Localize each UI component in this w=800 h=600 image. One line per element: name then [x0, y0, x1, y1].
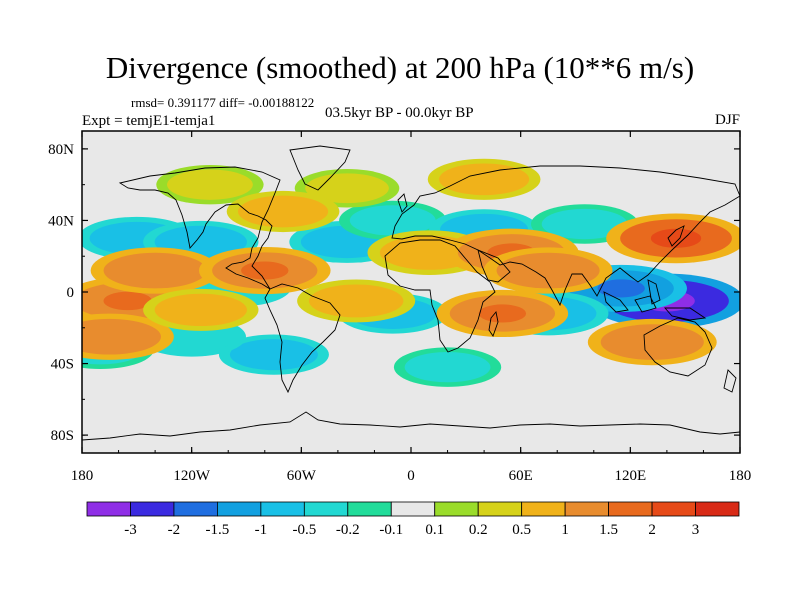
colorbar-label: -2	[168, 522, 181, 538]
field-contour-sinking-south-pacific-east	[154, 293, 247, 327]
field-contour-rising-south-america	[229, 339, 318, 371]
colorbar-swatch	[477, 501, 523, 517]
colorbar-swatch	[216, 501, 262, 517]
coast-eurasia	[391, 165, 740, 307]
field-contour-sinking-canada	[167, 169, 253, 200]
colorbar-label: 0.2	[469, 522, 488, 538]
colorbar-swatch	[130, 501, 175, 517]
colorbar-label: -1	[255, 522, 268, 538]
colorbar: -3 -2 -1.5 -1 -0.5 -0.2 -0.1 0.1 0.2 0.5 1 1.5 2 3	[86, 501, 740, 538]
field-core-sinking-kuroshio	[650, 228, 702, 248]
colorbar-label: -1.5	[206, 522, 230, 538]
colorbar-swatch	[521, 501, 566, 517]
divergence-field	[82, 158, 740, 387]
x-tick-label: 120W	[173, 468, 211, 484]
colorbar-swatch	[173, 501, 218, 517]
colorbar-label: -0.2	[336, 522, 360, 538]
coast-arabia	[477, 249, 511, 283]
coast-madagascar	[488, 310, 499, 337]
coast-south-america	[264, 283, 341, 394]
colorbar-swatch	[86, 501, 131, 517]
field-contour-sinking-siberia	[439, 163, 530, 196]
colorbar-label: 3	[692, 522, 700, 538]
coast-africa	[384, 239, 496, 353]
colorbar-label: 0.5	[512, 522, 531, 538]
x-tick-label: 120E	[614, 468, 646, 484]
field-contour-rising-east-asia	[541, 208, 628, 240]
coast-australia	[643, 317, 713, 377]
field-contour-rising-southern-ocean	[404, 351, 491, 383]
field-contour-sinking-india	[496, 252, 600, 289]
x-tick-label: 0	[407, 468, 415, 484]
field-core-sinking-southern-africa	[478, 304, 527, 323]
x-tick-label: 180	[729, 468, 752, 484]
period-label: 03.5kyr BP - 00.0kyr BP	[325, 105, 474, 121]
field-contour-sinking-greenland-sea	[305, 173, 389, 204]
field-contour-sinking-australia	[600, 324, 704, 360]
axes: 180 120W 60W 0 60E 120E 180 80N 40N 0 40S 80S	[48, 131, 751, 484]
coast-maritime-continent	[603, 279, 707, 321]
coastlines	[82, 145, 740, 441]
field-contour-sinking-north-pacific-tropics	[103, 252, 207, 289]
x-tick-label: 60W	[287, 468, 317, 484]
colorbar-label: -0.1	[379, 522, 403, 538]
colorbar-swatch	[434, 501, 479, 517]
y-tick-label: 40N	[48, 213, 74, 229]
coast-north-america	[118, 166, 281, 290]
coast-antarctica	[82, 411, 740, 441]
colorbar-label: 1	[561, 522, 569, 538]
colorbar-label: 1.5	[599, 522, 618, 538]
coast-new-zealand	[723, 369, 737, 393]
colorbar-swatch	[390, 501, 436, 517]
colorbar-swatch	[608, 501, 653, 517]
y-tick-label: 80S	[51, 428, 74, 444]
x-tick-label: 180	[71, 468, 94, 484]
colorbar-swatch	[347, 501, 392, 517]
field-contour-sinking-western-north-atlantic	[237, 195, 329, 228]
field-core-rising-maritime-continent	[597, 279, 645, 298]
field-contour-sinking-tropical-atlantic	[308, 284, 404, 318]
experiment-label: Expt = temjE1-temja1	[82, 113, 216, 129]
coast-greenland	[289, 145, 351, 191]
field-core-sinking-caribbean	[241, 261, 289, 280]
field-contour-sinking-subtropical-south-pacific	[82, 318, 161, 355]
colorbar-swatch	[564, 501, 610, 517]
colorbar-swatch	[651, 501, 696, 517]
field-core-sinking-tropical-pacific-south	[103, 291, 152, 311]
colorbar-swatch	[695, 501, 740, 517]
colorbar-swatch	[303, 501, 349, 517]
coast-japan	[667, 225, 685, 247]
colorbar-label: -3	[124, 522, 137, 538]
coast-british-isles	[397, 193, 408, 213]
colorbar-label: 2	[648, 522, 656, 538]
stats-text: rmsd= 0.391177 diff= -0.00188122	[131, 95, 315, 110]
colorbar-swatch	[260, 501, 305, 517]
x-tick-label: 60E	[509, 468, 533, 484]
y-tick-label: 0	[67, 285, 75, 301]
y-tick-label: 80N	[48, 142, 74, 158]
colorbar-label: 0.1	[425, 522, 444, 538]
y-tick-label: 40S	[51, 357, 74, 373]
season-label: DJF	[714, 112, 740, 128]
field-contour-rising-eastern-atlantic	[349, 205, 436, 236]
colorbar-label: -0.5	[292, 522, 316, 538]
chart-title: Divergence (smoothed) at 200 hPa (10**6 …	[105, 50, 695, 85]
